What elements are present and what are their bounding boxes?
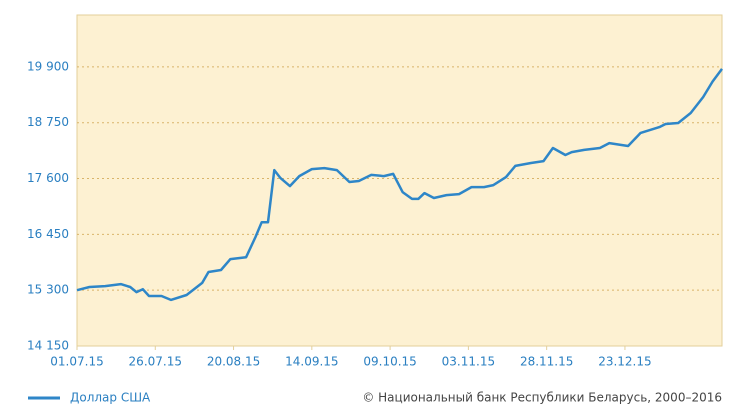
line <box>76 68 724 302</box>
x-tick-label: 01.07.15 <box>50 355 103 369</box>
x-tick-label: 09.10.15 <box>363 355 416 369</box>
x-tick-label: 03.11.15 <box>442 355 495 369</box>
x-tick-label: 28.11.15 <box>520 355 573 369</box>
x-tick-label: 23.12.15 <box>598 355 651 369</box>
y-tick-label: 18 750 <box>27 115 69 129</box>
y-tick-label: 15 300 <box>27 283 69 297</box>
plot-area <box>76 14 723 347</box>
copyright: © Национальный банк Республики Беларусь,… <box>362 391 722 405</box>
y-tick-label: 14 150 <box>27 339 69 353</box>
y-tick-label: 19 900 <box>27 59 69 73</box>
x-tick-label: 14.09.15 <box>285 355 338 369</box>
y-tick-label: 16 450 <box>27 227 69 241</box>
y-tick-label: 17 600 <box>27 171 69 185</box>
x-tick-label: 26.07.15 <box>129 355 182 369</box>
legend-label: Доллар США <box>70 391 151 405</box>
x-tick-label: 20.08.15 <box>207 355 260 369</box>
